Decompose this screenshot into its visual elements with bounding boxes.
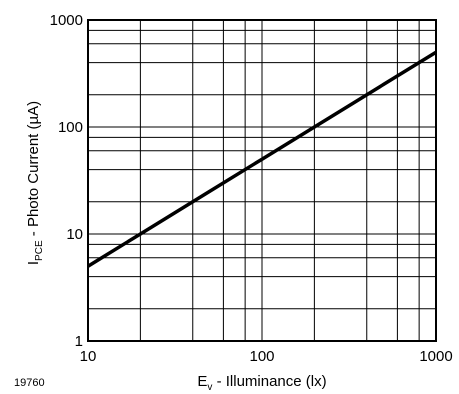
x-tick-label: 1000	[419, 348, 452, 365]
x-axis-title-sub: v	[207, 382, 212, 393]
y-axis-title-rest: - Photo Current (µA)	[25, 101, 42, 241]
y-tick-labels: 1 10 100 1000	[50, 12, 83, 350]
y-tick-label: 1	[75, 333, 83, 350]
y-tick-label: 100	[58, 119, 83, 136]
grid	[88, 20, 436, 341]
y-axis-title-sub: PCE	[34, 240, 45, 261]
x-axis-title-main: E	[197, 373, 207, 390]
y-tick-label: 1000	[50, 12, 83, 29]
x-axis-title-rest: - Illuminance (lx)	[212, 373, 326, 390]
figure-id: 19760	[14, 377, 45, 389]
series-line	[87, 50, 437, 268]
y-axis-title-main: I	[25, 261, 42, 265]
x-tick-label: 10	[80, 348, 97, 365]
series-layer	[87, 50, 437, 268]
x-axis-title: Ev - Illuminance (lx)	[197, 373, 326, 393]
x-tick-label: 100	[249, 348, 274, 365]
plot-frame	[87, 19, 437, 342]
x-tick-labels: 10 100 1000	[80, 348, 453, 365]
y-tick-label: 10	[66, 226, 83, 243]
y-axis-title: IPCE - Photo Current (µA)	[25, 101, 45, 265]
